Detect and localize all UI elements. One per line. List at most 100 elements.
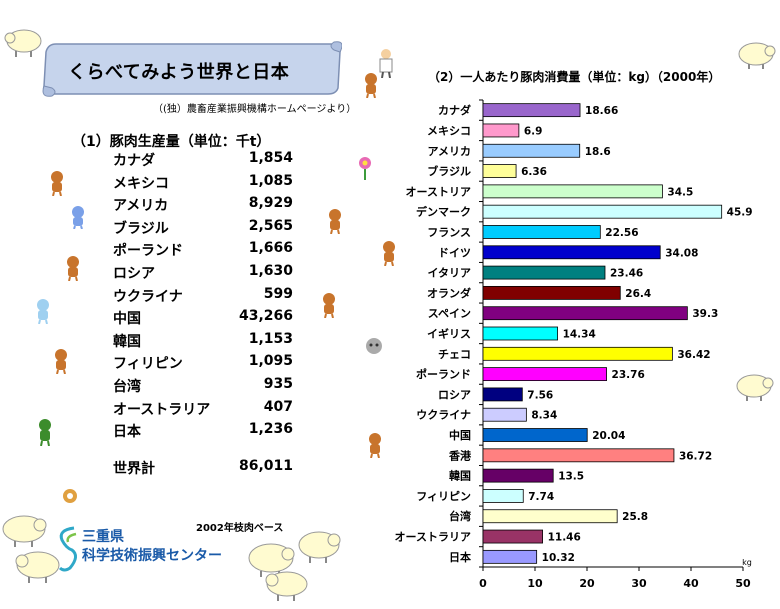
table-row: カナダ 1,854 — [113, 150, 293, 172]
org-name: 三重県 科学技術振興センター — [82, 528, 222, 566]
x-tick-label: 50 — [735, 577, 751, 590]
bar — [482, 346, 673, 361]
production-value: 1,085 — [248, 172, 293, 189]
table-row: ブラジル 2,565 — [113, 218, 293, 240]
org-name-line1: 三重県 — [82, 529, 124, 545]
data-label: 6.9 — [524, 125, 543, 137]
table-row: フィリピン 1,095 — [113, 353, 293, 375]
production-value: 1,095 — [248, 353, 293, 370]
table-row: メキシコ 1,085 — [113, 173, 293, 195]
table-row: アメリカ 8,929 — [113, 195, 293, 217]
production-title: （1）豚肉生産量（単位：千t） — [72, 134, 271, 150]
org-logo-icon — [58, 526, 77, 572]
country-name: 韓国 — [113, 333, 141, 350]
flower-icon — [359, 157, 371, 180]
pig-mascot-icon — [369, 433, 381, 458]
sheep-icon — [15, 551, 60, 583]
data-label: 22.56 — [605, 227, 638, 239]
category-label: フランス — [427, 226, 471, 239]
org-name-line2: 科学技術振興センター — [82, 548, 222, 564]
bar — [482, 326, 558, 341]
category-label: オランダ — [427, 286, 471, 300]
data-label: 45.9 — [727, 207, 753, 219]
category-label: チェコ — [438, 348, 471, 361]
production-value: 43,266 — [238, 308, 293, 325]
sheep-icon — [248, 543, 295, 577]
pig-mascot-icon — [329, 209, 341, 234]
pig-mascot-icon — [383, 241, 395, 266]
table-row: 日本 1,236 — [113, 421, 293, 443]
pig-mascot-icon — [63, 489, 77, 503]
pig-mascot-icon — [51, 171, 63, 196]
table-row: 台湾 935 — [113, 376, 293, 398]
country-name: ウクライナ — [113, 288, 183, 305]
pig-mascot-icon — [37, 299, 49, 324]
bar — [482, 407, 527, 422]
category-label: ロシア — [438, 388, 471, 401]
sheep-icon — [738, 42, 776, 69]
category-label: 中国 — [449, 428, 471, 442]
category-label: デンマーク — [416, 205, 471, 219]
basis-note: 2002年枝肉ベース — [196, 523, 284, 534]
data-label: 23.46 — [610, 268, 643, 280]
total-value: 86,011 — [238, 458, 293, 474]
table-row: 韓国 1,153 — [113, 331, 293, 353]
pig-mascot-icon — [366, 338, 382, 354]
data-label: 6.36 — [521, 166, 547, 178]
data-label: 36.42 — [677, 349, 710, 361]
bar — [482, 164, 517, 178]
page-title: くらべてみよう世界と日本 — [68, 62, 290, 83]
category-label: 台湾 — [449, 509, 471, 523]
category-label: オーストラリア — [395, 531, 471, 544]
country-name: カナダ — [113, 153, 155, 169]
data-label: 7.56 — [527, 389, 553, 401]
production-value: 1,153 — [248, 330, 293, 347]
category-label: アメリカ — [428, 145, 471, 158]
category-label: カナダ — [438, 103, 471, 117]
country-name: 日本 — [113, 424, 141, 441]
category-label: イタリア — [427, 267, 471, 280]
sheep-icon — [4, 29, 42, 57]
pig-mascot-icon — [67, 256, 79, 281]
category-label: ドイツ — [438, 246, 471, 259]
pig-mascot-icon — [323, 293, 335, 318]
data-label: 18.66 — [585, 105, 618, 117]
sheep-icon — [2, 515, 47, 547]
bar — [482, 143, 581, 158]
data-label: 23.76 — [612, 369, 645, 381]
x-tick-label: 0 — [479, 577, 487, 590]
total-label: 世界計 — [113, 461, 155, 477]
production-value: 8,929 — [248, 195, 293, 212]
data-label: 20.04 — [592, 430, 625, 442]
table-row: ロシア 1,630 — [113, 263, 293, 285]
data-label: 14.34 — [563, 329, 596, 341]
production-value: 1,236 — [248, 421, 293, 438]
production-value: 407 — [263, 398, 293, 415]
bar — [482, 285, 621, 300]
bar — [482, 123, 520, 138]
x-tick-label: 10 — [527, 577, 543, 590]
country-name: メキシコ — [113, 175, 169, 192]
category-label: フィリピン — [416, 490, 471, 503]
bar — [482, 306, 688, 321]
category-label: ポーランド — [416, 367, 471, 381]
bar — [482, 245, 661, 260]
country-name: ポーランド — [113, 243, 183, 260]
bar — [482, 448, 675, 463]
country-name: 中国 — [113, 311, 141, 328]
data-label: 25.8 — [622, 511, 648, 523]
bar — [482, 204, 723, 219]
sheep-icon — [736, 374, 774, 401]
table-row: ポーランド 1,666 — [113, 240, 293, 262]
bar — [482, 184, 663, 199]
bar — [482, 225, 601, 239]
category-label: スペイン — [428, 307, 471, 320]
category-label: 日本 — [449, 550, 471, 564]
category-label: メキシコ — [427, 124, 471, 137]
production-value: 2,565 — [248, 217, 293, 234]
bar — [482, 468, 554, 483]
category-label: オーストリア — [406, 185, 471, 198]
data-label: 39.3 — [692, 308, 718, 320]
data-label: 11.46 — [548, 532, 581, 544]
